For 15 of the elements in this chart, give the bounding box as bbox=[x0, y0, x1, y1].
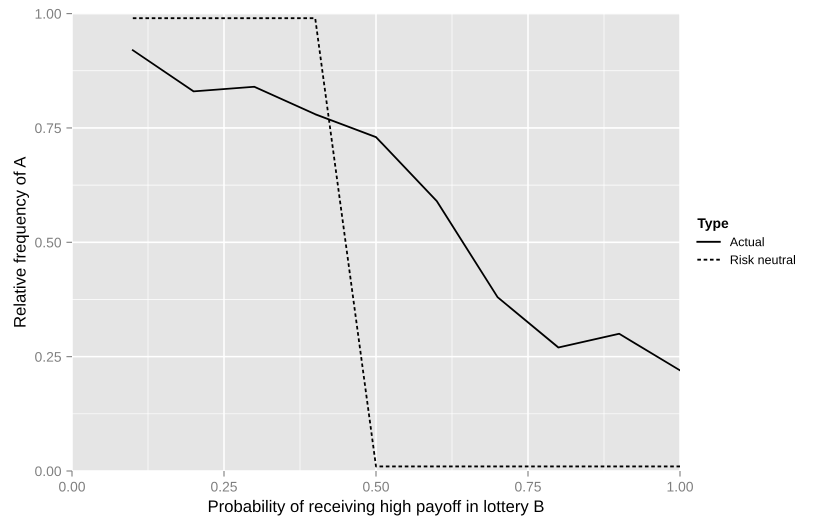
x-tick-label: 0.25 bbox=[211, 482, 237, 492]
x-tick-label: 1.00 bbox=[668, 482, 693, 492]
legend-title: Type bbox=[697, 218, 728, 231]
y-tick-label: 1.00 bbox=[36, 8, 62, 19]
x-axis-title: Probability of receiving high payoff in lottery B bbox=[208, 500, 544, 516]
x-tick-label: 0.75 bbox=[515, 482, 541, 492]
x-tick-label: 0.00 bbox=[59, 482, 85, 492]
legend-label: Actual bbox=[730, 237, 764, 246]
y-tick-label: 0.00 bbox=[35, 466, 62, 476]
y-tick-label: 0.50 bbox=[35, 238, 62, 248]
y-tick-label: 0.75 bbox=[35, 123, 62, 134]
x-tick-label: 0.50 bbox=[363, 482, 389, 492]
y-tick-label: 0.25 bbox=[35, 352, 62, 362]
legend-label: Risk neutral bbox=[730, 255, 795, 264]
y-axis-title: Relative frequency of A bbox=[13, 156, 29, 327]
